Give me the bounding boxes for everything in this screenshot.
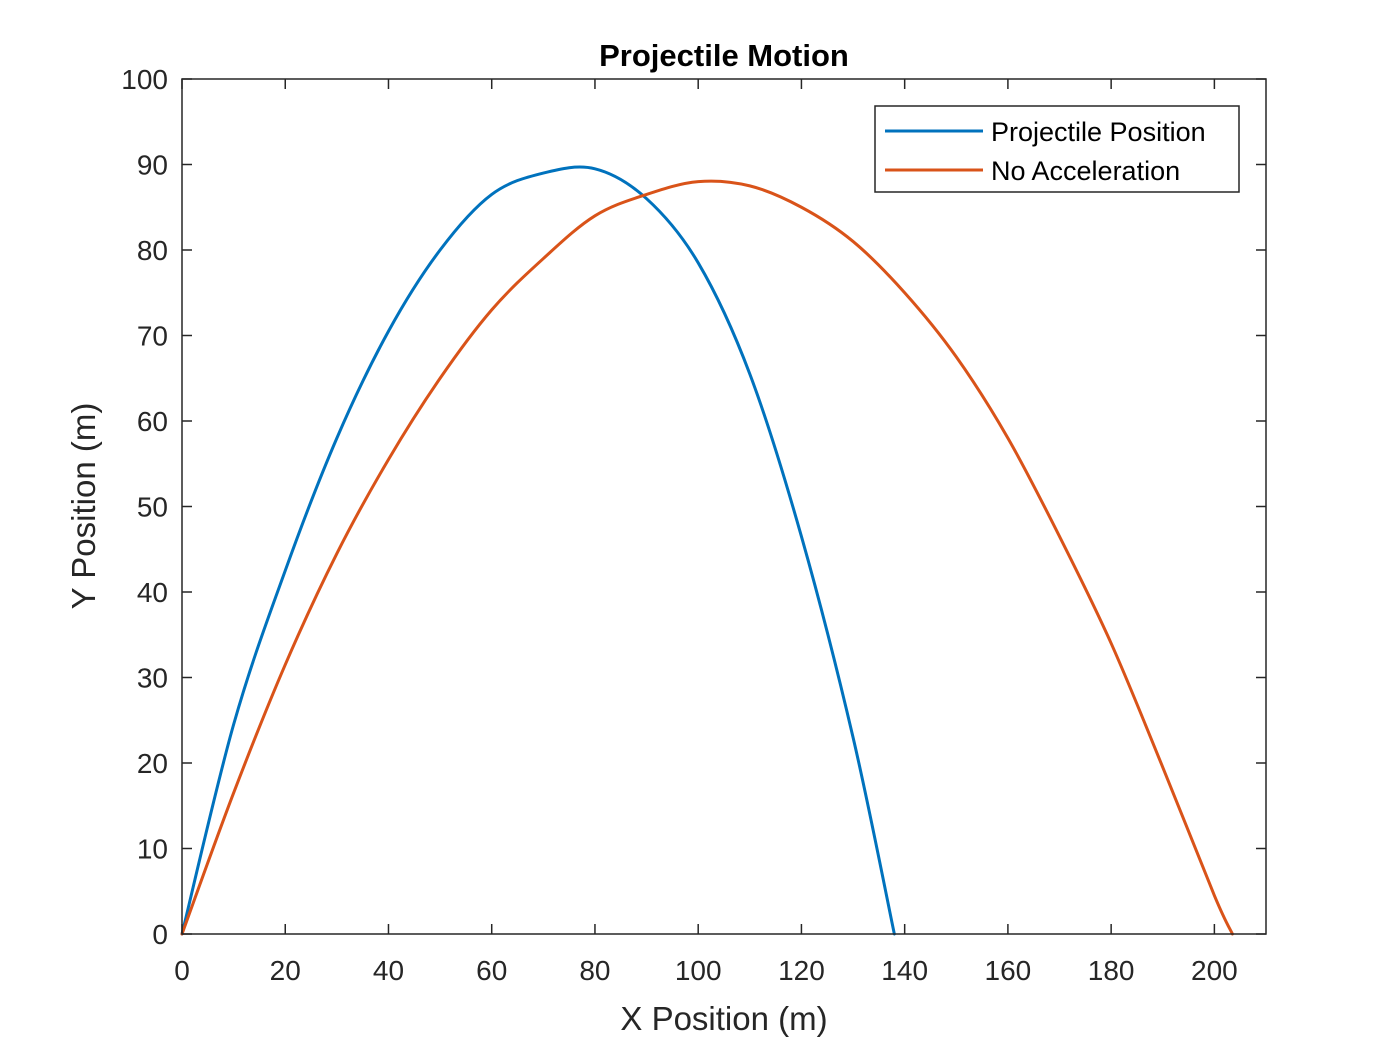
legend-box xyxy=(874,105,1240,193)
x-tick-label: 160 xyxy=(985,955,1032,986)
y-tick-label: 50 xyxy=(137,492,168,523)
series-line-no-acceleration xyxy=(180,179,1234,936)
plot-area xyxy=(180,78,1267,936)
x-tick-label: 180 xyxy=(1088,955,1135,986)
y-tick-label: 60 xyxy=(137,406,168,437)
series-line-projectile-position xyxy=(180,165,896,936)
y-tick-label: 10 xyxy=(137,834,168,865)
x-tick-label: 100 xyxy=(675,955,722,986)
y-tick-label: 20 xyxy=(137,748,168,779)
x-tick-label: 200 xyxy=(1191,955,1238,986)
series-layer xyxy=(180,165,1234,936)
legend-label-projectile-position: Projectile Position xyxy=(991,117,1206,147)
y-tick-label: 70 xyxy=(137,321,168,352)
y-tick-label: 30 xyxy=(137,663,168,694)
y-tick-label: 90 xyxy=(137,150,168,181)
y-axis-ticks: 0 10 20 30 40 50 60 70 80 90 100 xyxy=(121,64,1266,950)
legend-label-no-acceleration: No Acceleration xyxy=(991,156,1180,186)
legend: Projectile Position No Acceleration xyxy=(874,105,1240,193)
x-axis-label: X Position (m) xyxy=(620,1000,827,1037)
axes-background xyxy=(182,79,1266,934)
y-tick-label: 80 xyxy=(137,235,168,266)
y-axis-label: Y Position (m) xyxy=(65,403,102,610)
x-tick-label: 40 xyxy=(373,955,404,986)
y-tick-label: 100 xyxy=(121,64,168,95)
x-tick-label: 60 xyxy=(476,955,507,986)
y-tick-label: 0 xyxy=(152,919,168,950)
x-tick-label: 80 xyxy=(579,955,610,986)
x-tick-label: 20 xyxy=(270,955,301,986)
x-tick-label: 0 xyxy=(174,955,190,986)
x-tick-label: 120 xyxy=(778,955,825,986)
chart-title: Projectile Motion xyxy=(599,38,849,73)
x-axis-ticks: 0 20 40 60 80 100 120 140 160 180 200 xyxy=(174,79,1238,986)
x-tick-label: 140 xyxy=(881,955,928,986)
y-tick-label: 40 xyxy=(137,577,168,608)
